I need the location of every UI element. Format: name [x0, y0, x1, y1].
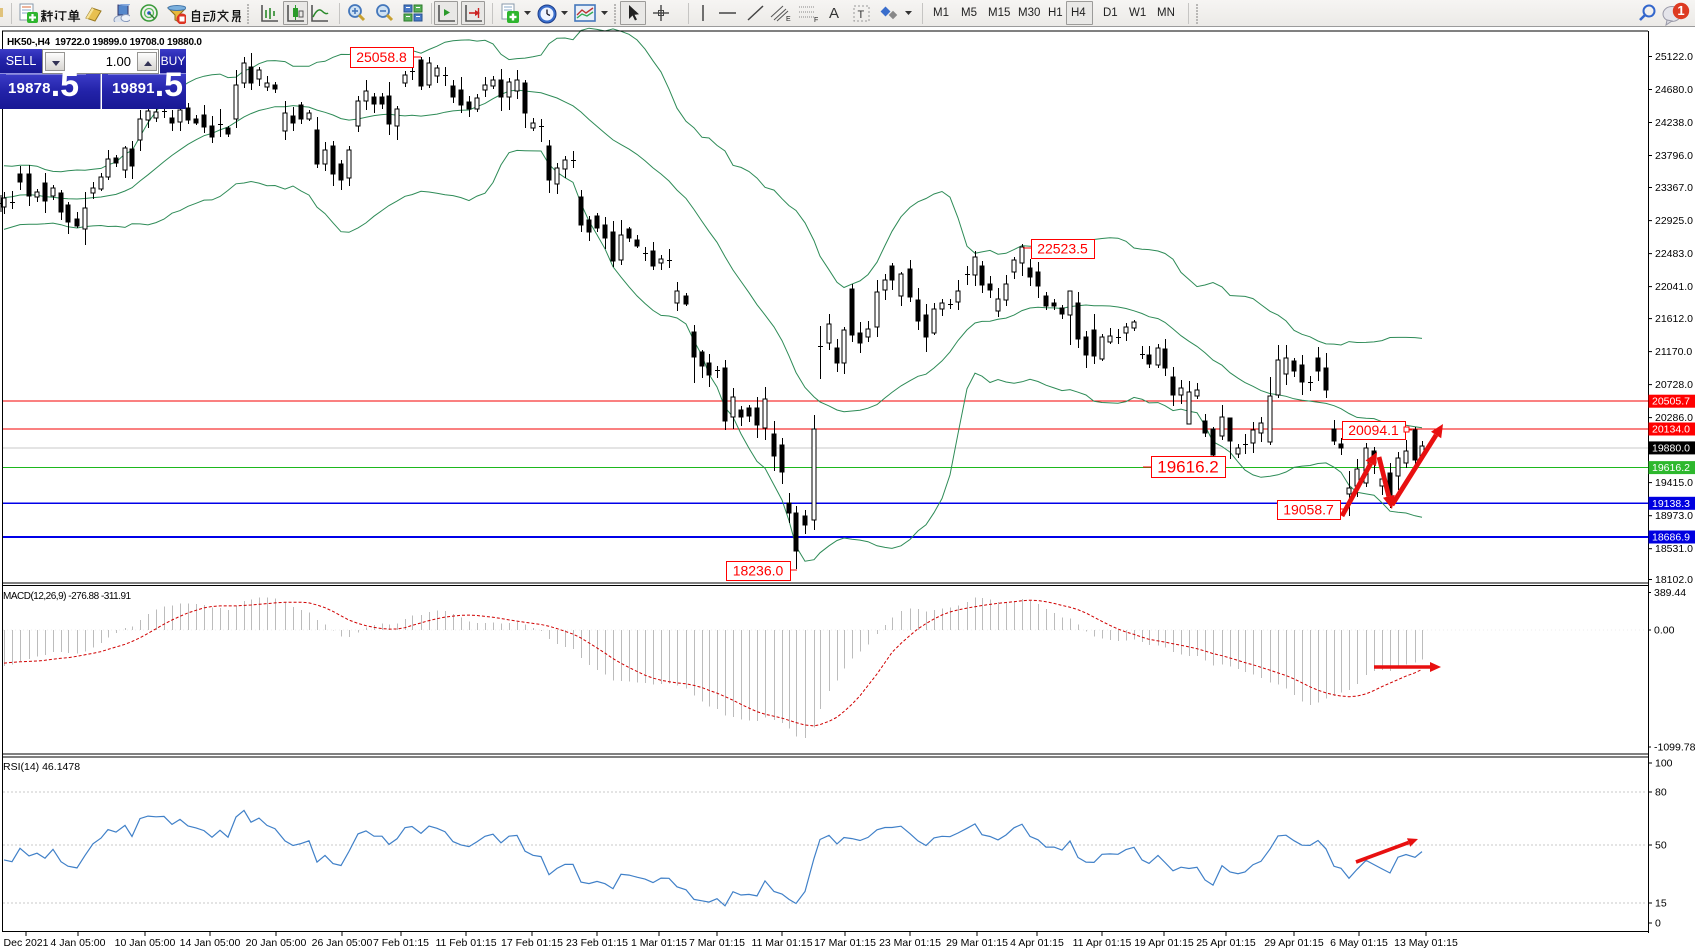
svg-text:MACD(12,26,9) -276.88 -311.91: MACD(12,26,9) -276.88 -311.91 [3, 591, 132, 602]
svg-text:13 May 01:15: 13 May 01:15 [1394, 937, 1458, 949]
svg-text:22041.0: 22041.0 [1655, 281, 1693, 293]
svg-text:17 Mar 01:15: 17 Mar 01:15 [814, 937, 876, 949]
svg-text:100: 100 [1655, 758, 1673, 770]
svg-text:23 Feb 01:15: 23 Feb 01:15 [566, 937, 628, 949]
svg-text:18102.0: 18102.0 [1655, 574, 1693, 586]
svg-text:7 Mar 01:15: 7 Mar 01:15 [689, 937, 745, 949]
svg-text:25 Apr 01:15: 25 Apr 01:15 [1196, 937, 1256, 949]
svg-text:T: T [858, 9, 865, 21]
svg-text:23 Mar 01:15: 23 Mar 01:15 [879, 937, 941, 949]
svg-text:7 Feb 01:15: 7 Feb 01:15 [373, 937, 429, 949]
svg-text:11 Apr 01:15: 11 Apr 01:15 [1073, 937, 1132, 949]
svg-text:17 Feb 01:15: 17 Feb 01:15 [501, 937, 563, 949]
svg-text:0: 0 [1655, 918, 1661, 930]
svg-text:19 Apr 01:15: 19 Apr 01:15 [1134, 937, 1194, 949]
svg-text:19138.3: 19138.3 [1652, 498, 1690, 510]
svg-text:11 Mar 01:15: 11 Mar 01:15 [751, 937, 812, 949]
svg-text:25058.8: 25058.8 [356, 49, 407, 65]
svg-text:20505.7: 20505.7 [1652, 396, 1690, 408]
svg-text:26 Jan 05:00: 26 Jan 05:00 [312, 937, 373, 949]
svg-text:29 Mar 01:15: 29 Mar 01:15 [946, 937, 1008, 949]
svg-text:19880.0: 19880.0 [1652, 442, 1690, 454]
svg-text:14 Jan 05:00: 14 Jan 05:00 [180, 937, 241, 949]
svg-text:19415.0: 19415.0 [1655, 477, 1693, 489]
svg-text:24238.0: 24238.0 [1655, 117, 1693, 129]
svg-text:21170.0: 21170.0 [1655, 346, 1692, 358]
svg-text:HK50-,H4 19722.0 19899.0 1970: HK50-,H4 19722.0 19899.0 19708.0 19880.0 [7, 37, 202, 48]
svg-text:4 Jan 05:00: 4 Jan 05:00 [51, 937, 106, 949]
svg-text:25122.0: 25122.0 [1655, 51, 1693, 63]
svg-text:18686.9: 18686.9 [1652, 532, 1690, 544]
svg-text:RSI(14) 46.1478: RSI(14) 46.1478 [3, 761, 80, 773]
svg-text:1: 1 [1677, 3, 1684, 18]
svg-text:20094.1: 20094.1 [1348, 422, 1399, 438]
svg-text:23796.0: 23796.0 [1655, 150, 1693, 162]
svg-text:11 Feb 01:15: 11 Feb 01:15 [435, 937, 496, 949]
svg-text:6 May 01:15: 6 May 01:15 [1330, 937, 1388, 949]
svg-text:18973.0: 18973.0 [1655, 510, 1693, 522]
svg-text:Dec 2021: Dec 2021 [4, 937, 49, 949]
svg-text:0.00: 0.00 [1654, 625, 1675, 637]
svg-text:19616.2: 19616.2 [1157, 458, 1218, 477]
svg-text:18236.0: 18236.0 [733, 563, 784, 579]
svg-text:20728.0: 20728.0 [1655, 379, 1693, 391]
svg-text:19616.2: 19616.2 [1652, 462, 1690, 474]
svg-text:23367.0: 23367.0 [1655, 182, 1693, 194]
svg-text:22925.0: 22925.0 [1655, 215, 1693, 227]
svg-text:22483.0: 22483.0 [1655, 248, 1693, 260]
svg-text:20286.0: 20286.0 [1655, 412, 1693, 424]
svg-text:18531.0: 18531.0 [1655, 543, 1693, 555]
svg-text:4 Apr 01:15: 4 Apr 01:15 [1010, 937, 1064, 949]
svg-text:20 Jan 05:00: 20 Jan 05:00 [246, 937, 307, 949]
svg-text:10 Jan 05:00: 10 Jan 05:00 [115, 937, 176, 949]
svg-text:50: 50 [1655, 840, 1667, 852]
svg-text:19058.7: 19058.7 [1283, 502, 1334, 518]
svg-text:1 Mar 01:15: 1 Mar 01:15 [631, 937, 687, 949]
svg-text:21612.0: 21612.0 [1655, 313, 1693, 325]
svg-text:20134.0: 20134.0 [1652, 424, 1690, 436]
svg-text:F: F [814, 17, 818, 24]
svg-text:22523.5: 22523.5 [1037, 241, 1088, 257]
svg-text:24680.0: 24680.0 [1655, 84, 1693, 96]
svg-text:29 Apr 01:15: 29 Apr 01:15 [1264, 937, 1324, 949]
svg-text:389.44: 389.44 [1654, 587, 1686, 599]
svg-text:E: E [786, 16, 791, 23]
svg-text:80: 80 [1655, 787, 1667, 799]
svg-text:-1099.78: -1099.78 [1654, 742, 1695, 754]
svg-text:15: 15 [1655, 898, 1667, 910]
